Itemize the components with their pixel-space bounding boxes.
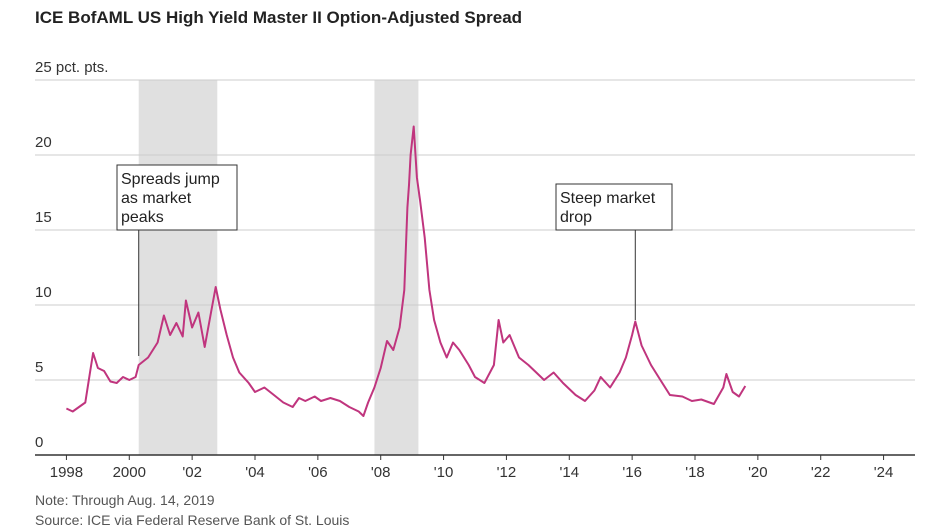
x-tick-label: '10 xyxy=(434,464,454,481)
x-tick-label: '16 xyxy=(622,464,642,481)
annotation-text: Steep market xyxy=(560,190,656,207)
source: Source: ICE via Federal Reserve Bank of … xyxy=(35,512,349,528)
y-tick-label: 20 xyxy=(35,134,52,151)
x-tick-label: 2000 xyxy=(113,464,146,481)
y-tick-label: 15 xyxy=(35,209,52,226)
annotation-text: Spreads jump xyxy=(121,171,220,188)
x-tick-label: '02 xyxy=(182,464,202,481)
y-tick-label: 25 pct. pts. xyxy=(35,59,108,76)
y-tick-label: 10 xyxy=(35,284,52,301)
x-tick-label: '08 xyxy=(371,464,391,481)
annotation-box xyxy=(555,183,673,231)
x-tick-label: '06 xyxy=(308,464,328,481)
x-tick-label: '18 xyxy=(685,464,705,481)
annotation-text: peaks xyxy=(121,209,164,226)
annotation-text: drop xyxy=(560,209,592,226)
annotation-box xyxy=(116,164,238,231)
y-tick-label: 5 xyxy=(35,359,43,376)
x-tick-label: '12 xyxy=(497,464,517,481)
x-tick-label: '24 xyxy=(874,464,894,481)
y-tick-label: 0 xyxy=(35,434,43,451)
x-tick-label: '04 xyxy=(245,464,265,481)
series-line xyxy=(65,125,747,417)
note: Note: Through Aug. 14, 2019 xyxy=(35,492,215,508)
x-tick-label: 1998 xyxy=(50,464,83,481)
chart-title: ICE BofAML US High Yield Master II Optio… xyxy=(35,8,522,27)
annotation-text: as market xyxy=(121,190,192,207)
shaded-period xyxy=(138,80,218,455)
x-tick-label: '22 xyxy=(811,464,831,481)
x-tick-label: '20 xyxy=(748,464,768,481)
x-tick-label: '14 xyxy=(560,464,580,481)
